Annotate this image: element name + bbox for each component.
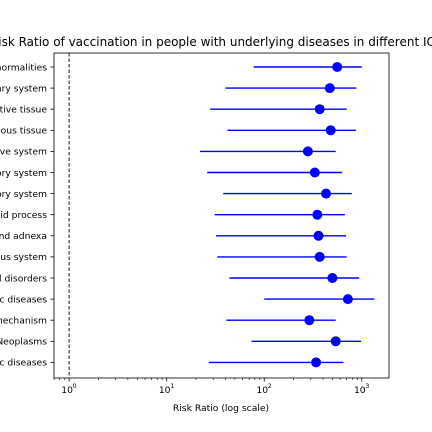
x-tick-label: 10 (61, 385, 73, 396)
risk-ratio-point (313, 230, 324, 241)
y-tick-label: Mental and behavioural disorders (0, 273, 47, 284)
risk-ratio-point (314, 104, 325, 115)
x-tick-label: 10 (256, 385, 268, 396)
y-tick-label: Diseases of the skin and subcutaneous ti… (0, 126, 47, 137)
risk-ratio-point (302, 146, 313, 157)
x-tick-exponent: 3 (365, 382, 369, 390)
y-tick-label: Neoplasms (0, 337, 47, 348)
y-tick-label: Endocrine, nutritional and metabolic dis… (0, 294, 47, 305)
y-tick-label: Diseases of the genitourinary system (0, 83, 47, 94)
risk-ratio-point (321, 188, 332, 199)
risk-ratio-point (324, 83, 335, 94)
x-tick-label: 10 (159, 385, 171, 396)
y-tick-label: Certain infectious and parasitic disease… (0, 358, 47, 369)
risk-ratio-point (304, 315, 315, 326)
y-tick-label: Diseases of the nervous system (0, 252, 47, 263)
x-axis-label: Risk Ratio (log scale) (173, 403, 269, 414)
x-tick-exponent: 1 (170, 382, 174, 390)
y-tick-label: Diseases of the eye and adnexa (0, 231, 47, 242)
risk-ratio-point (330, 336, 341, 347)
risk-ratio-point (312, 209, 323, 220)
plot-area (53, 52, 390, 379)
y-tick-label: Diseases of the musculoskeletal system a… (0, 105, 47, 116)
y-tick-label: Diseases of the ear and mastoid process (0, 210, 47, 221)
y-tick-label: Diseases of the digestive system (0, 147, 47, 158)
y-tick-label: Diseases of the blood and blood-forming … (0, 316, 47, 327)
chart-title: Risk Ratio of vaccination in people with… (0, 35, 432, 49)
risk-ratio-point (342, 294, 353, 305)
risk-ratio-point (311, 357, 322, 368)
y-tick-label: Diseases of the respiratory system (0, 168, 47, 179)
x-tick-exponent: 0 (73, 382, 77, 390)
risk-ratio-point (332, 62, 343, 72)
risk-ratio-point (327, 273, 338, 283)
y-tick-label: Diseases of the circulatory system (0, 189, 47, 200)
risk-ratio-point (309, 167, 320, 178)
y-tick-label: Congenital malformations, deformations a… (0, 62, 47, 73)
risk-ratio-point (314, 251, 325, 262)
x-tick-label: 10 (354, 385, 366, 396)
x-tick-exponent: 2 (268, 382, 272, 390)
risk-ratio-point (325, 125, 336, 136)
